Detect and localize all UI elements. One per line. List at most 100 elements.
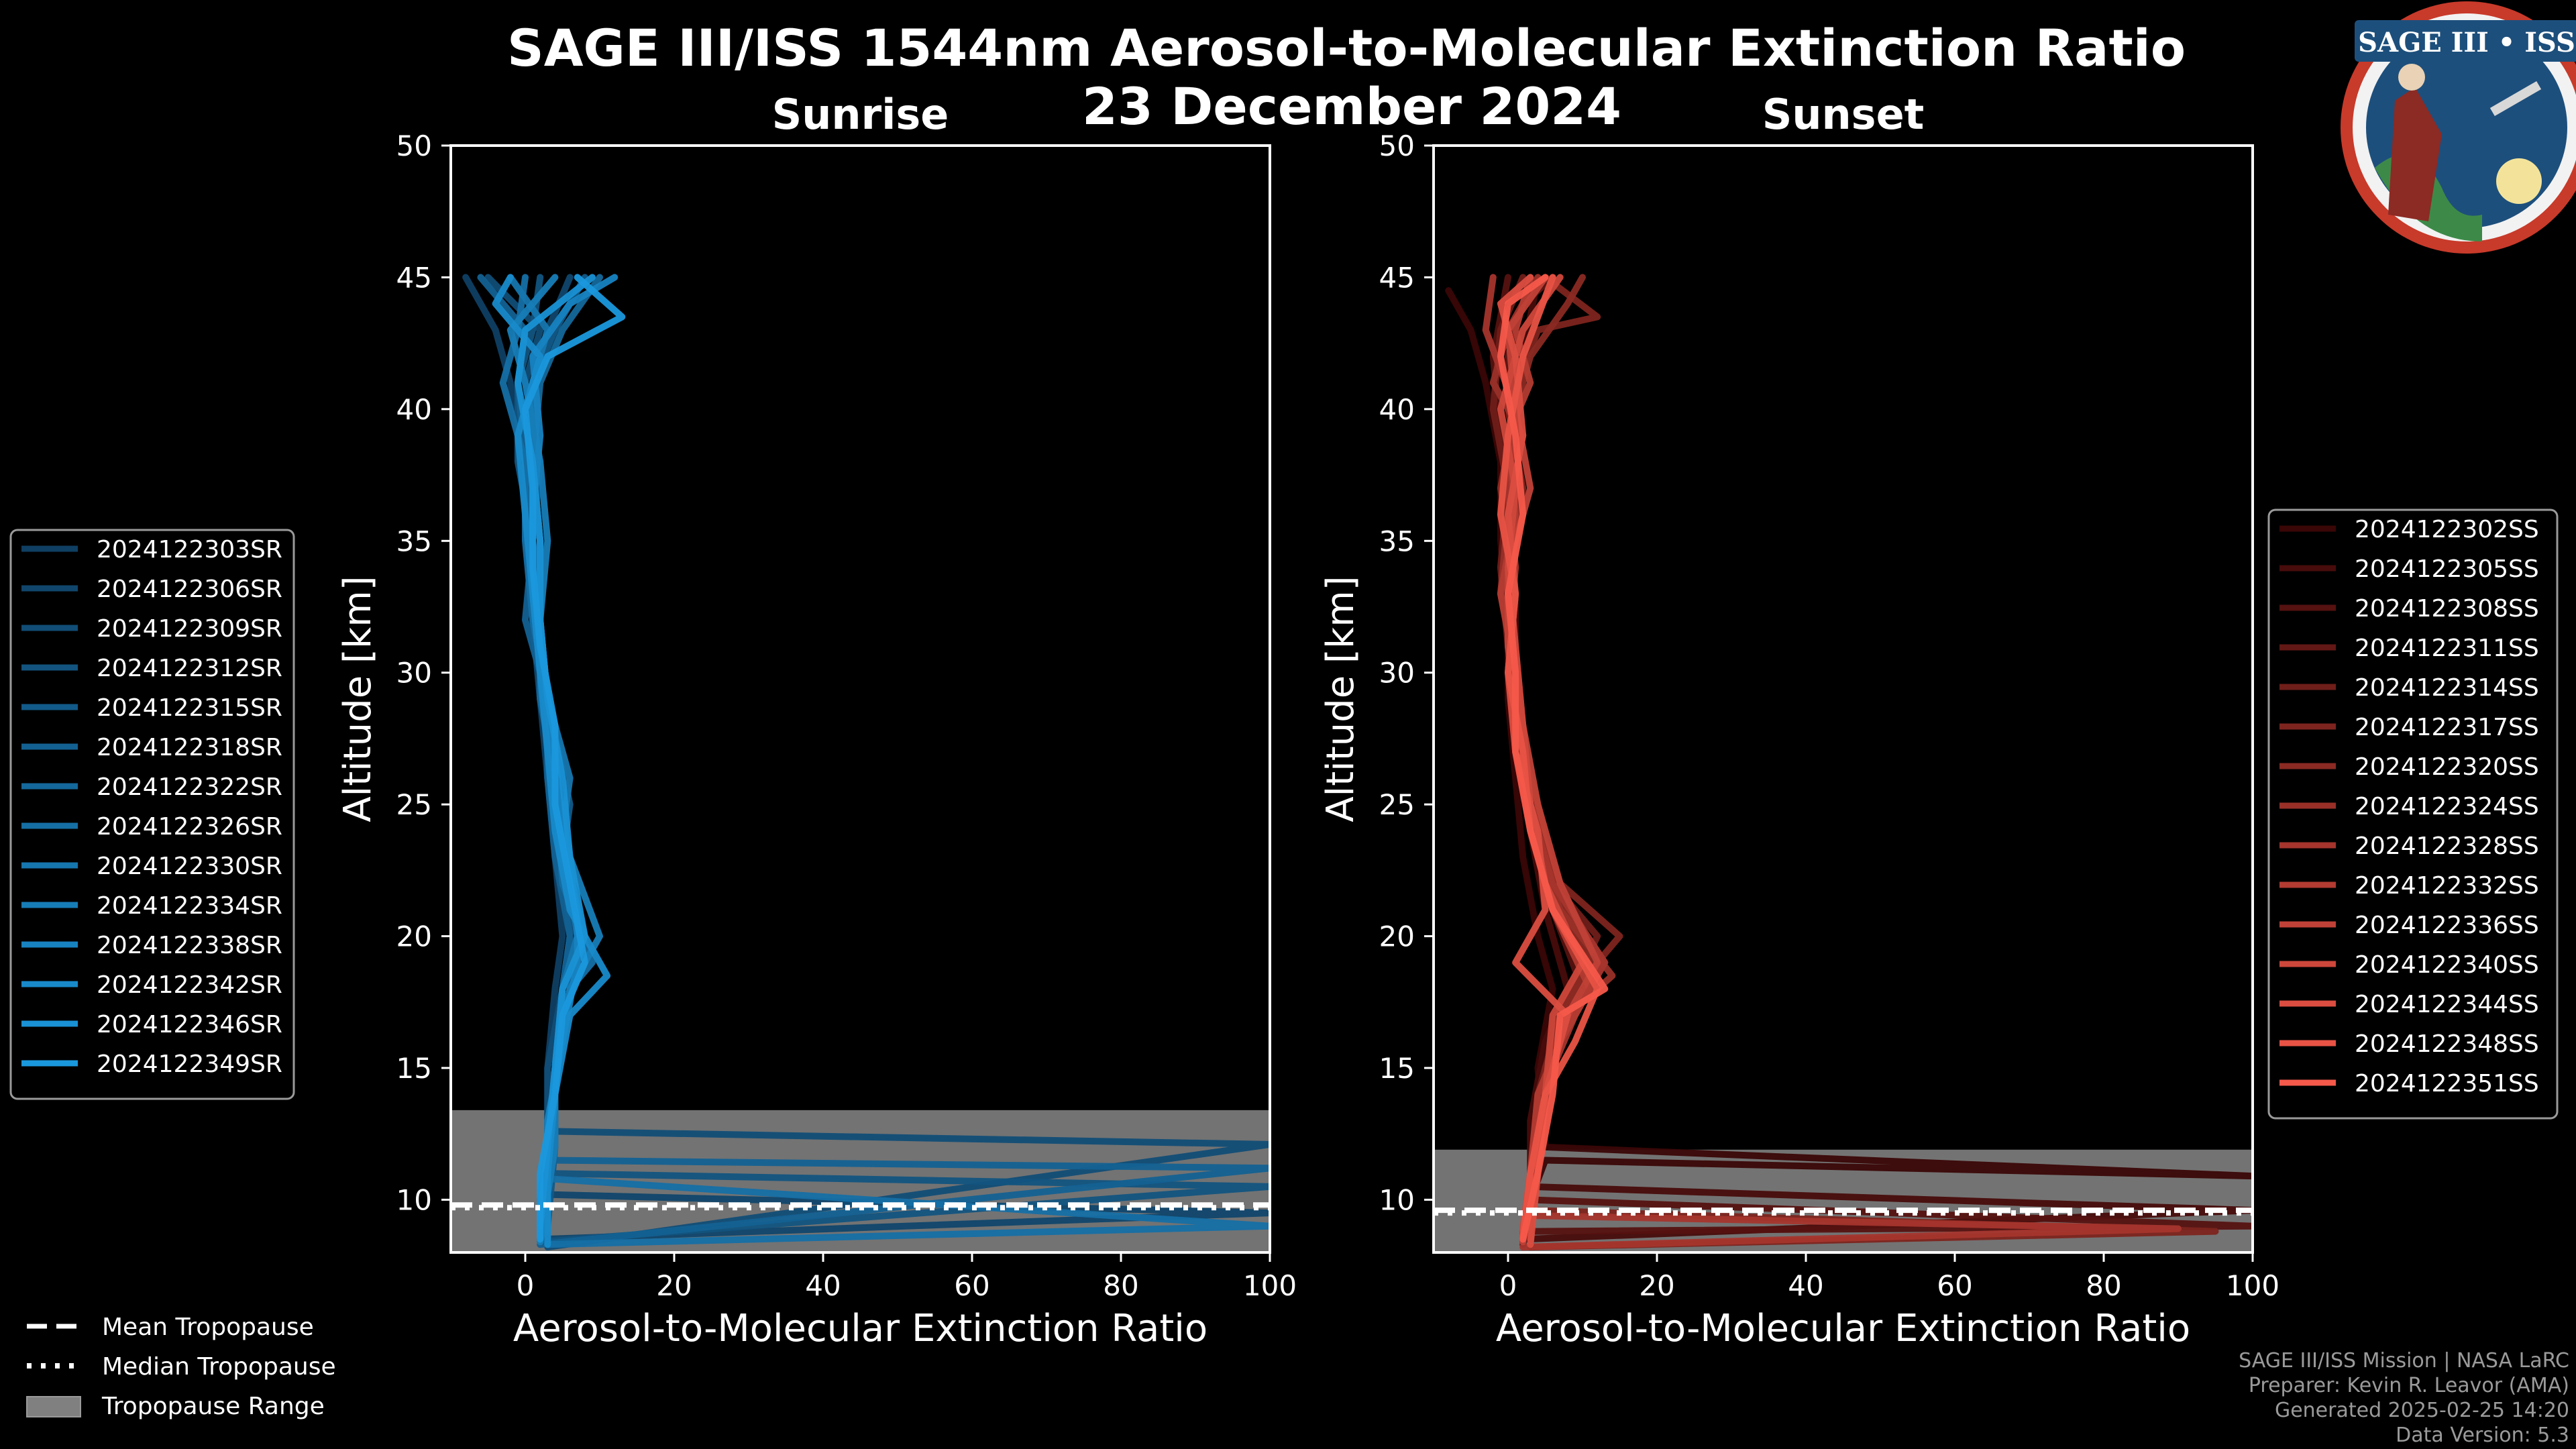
sage-iii-iss-mission-logo: SAGE III • ISS [2341,1,2576,254]
legend-entry: 2024122302SS [2355,516,2539,543]
legend-frame [9,529,295,1100]
y-tick-label: 20 [396,920,432,953]
y-axis-label: Altitude [km] [1319,576,1362,822]
legend-entry: 2024122342SR [97,971,282,999]
figure-date: 23 December 2024 [1082,76,1621,136]
profile-line-2024122306SR [529,274,1270,1243]
y-tick-label: 45 [1379,261,1415,294]
y-tick-label: 40 [396,393,432,426]
legend-entry: 2024122348SS [2355,1030,2539,1058]
legend-entry: 2024122314SS [2355,674,2539,702]
profile-line-2024122308SS [1489,274,2253,1235]
legend-entry: 2024122334SR [97,892,282,920]
y-tick-label: 10 [1379,1183,1415,1216]
logo-figure-head [2398,64,2425,91]
footer-mission: SAGE III/ISS Mission | NASA LaRC [2239,1349,2569,1373]
y-tick-label: 35 [1379,525,1415,557]
logo-text: SAGE III • ISS [2358,27,2575,58]
sunset-legend: 2024122302SS 2024122305SS 2024122308SS 2024… [2267,508,2559,1120]
x-axis-label: Aerosol-to-Molecular Extinction Ratio [513,1307,1208,1350]
panel-title: Sunset [1762,90,1925,139]
legend-frame [2267,508,2559,1120]
legend-entry: 2024122309SR [97,615,282,643]
y-tick-label: 50 [396,129,432,162]
sunset-panel: Sunset 0 20 40 60 80 100 10 15 20 25 30 35 40 45 50 Aero… [1319,90,2559,1350]
legend-entry: 2024122303SR [97,536,282,564]
legend-entry: 2024122315SR [97,694,282,722]
x-axis-label: Aerosol-to-Molecular Extinction Ratio [1496,1307,2190,1350]
legend-entry: 2024122336SS [2355,912,2539,939]
legend-entry: 2024122349SR [97,1051,282,1078]
legend-entry: 2024122332SS [2355,872,2539,900]
legend-median-tropopause: Median Tropopause [102,1353,336,1381]
footer-data-version: Data Version: 5.3 [2396,1424,2569,1447]
footer-generated: Generated 2025-02-25 14:20 [2275,1399,2569,1422]
tropopause-legend: Mean Tropopause Median Tropopause Tropop… [26,1313,336,1420]
legend-entry: 2024122338SR [97,932,282,959]
legend-entry: 2024122326SR [97,813,282,841]
y-tick-label: 25 [396,788,432,821]
x-tick-label: 100 [2226,1269,2279,1302]
legend-entry: 2024122322SR [97,773,282,801]
plot-frame [449,144,1271,1254]
legend-mean-tropopause: Mean Tropopause [102,1313,314,1341]
legend-entry: 2024122318SR [97,734,282,761]
legend-entry: 2024122346SR [97,1011,282,1038]
profile-line-2024122318SR [477,274,1270,1248]
legend-entry: 2024122305SS [2355,555,2539,583]
sunrise-panel: Sunrise 0 20 40 60 80 100 10 15 20 25 30 35 40 45 50 Aer… [9,90,1297,1350]
legend-entry: 2024122312SR [97,655,282,682]
y-tick-label: 40 [1379,393,1415,426]
legend-entry: 2024122320SS [2355,753,2539,781]
legend-entry: 2024122344SS [2355,991,2539,1018]
y-tick-label: 50 [1379,129,1415,162]
legend-entry: 2024122324SS [2355,793,2539,820]
footer: SAGE III/ISS Mission | NASA LaRC Prepare… [2239,1349,2569,1447]
legend-entry: 2024122311SS [2355,635,2539,662]
profile-line-2024122351SS [1497,274,1609,1243]
legend-entry: 2024122308SS [2355,595,2539,623]
y-tick-label: 35 [396,525,432,557]
logo-figure-robe [2388,87,2442,221]
y-tick-label: 30 [1379,657,1415,690]
x-tick-label: 40 [805,1269,841,1302]
legend-entry: 2024122328SS [2355,833,2539,860]
legend-entry: 2024122317SS [2355,714,2539,741]
plot-area [451,274,1270,1252]
x-tick-label: 0 [517,1269,535,1302]
x-tick-label: 0 [1499,1269,1517,1302]
x-tick-label: 100 [1243,1269,1297,1302]
y-tick-label: 15 [396,1052,432,1085]
logo-banner [2355,20,2576,62]
x-tick-label: 60 [1937,1269,1972,1302]
plot-frame [1432,144,2254,1254]
y-tick-label: 15 [1379,1052,1415,1085]
plot-area [1434,274,2253,1252]
sunrise-legend: 2024122303SR 2024122306SR 2024122309SR 2024… [9,529,295,1100]
x-tick-label: 60 [954,1269,989,1302]
profile-line-2024122317SS [1505,274,2219,1251]
profile-line-2024122309SR [484,274,1270,1251]
profile-line-2024122349SR [522,274,626,1243]
logo-moon-icon [2496,158,2542,204]
panel-title: Sunrise [772,90,949,139]
x-tick-label: 40 [1788,1269,1823,1302]
y-tick-label: 30 [396,657,432,690]
figure-title: SAGE III/ISS 1544nm Aerosol-to-Molecular… [507,18,2186,78]
y-tick-label: 45 [396,261,432,294]
tropopause-range-swatch [26,1396,81,1417]
profile-line-2024122326SR [499,274,1270,1248]
profile-line-2024122305SS [1505,274,2253,1243]
profile-line-2024122328SS [1482,274,2182,1251]
legend-entry: 2024122330SR [97,853,282,880]
y-tick-label: 25 [1379,788,1415,821]
y-tick-label: 20 [1379,920,1415,953]
y-axis-label: Altitude [km] [336,576,380,822]
legend-entry: 2024122306SR [97,576,282,603]
footer-preparer: Preparer: Kevin R. Leavor (AMA) [2249,1374,2569,1397]
logo-iss-icon [2489,80,2542,117]
x-tick-label: 20 [1639,1269,1674,1302]
legend-entry: 2024122340SS [2355,951,2539,979]
y-tick-label: 10 [396,1183,432,1216]
